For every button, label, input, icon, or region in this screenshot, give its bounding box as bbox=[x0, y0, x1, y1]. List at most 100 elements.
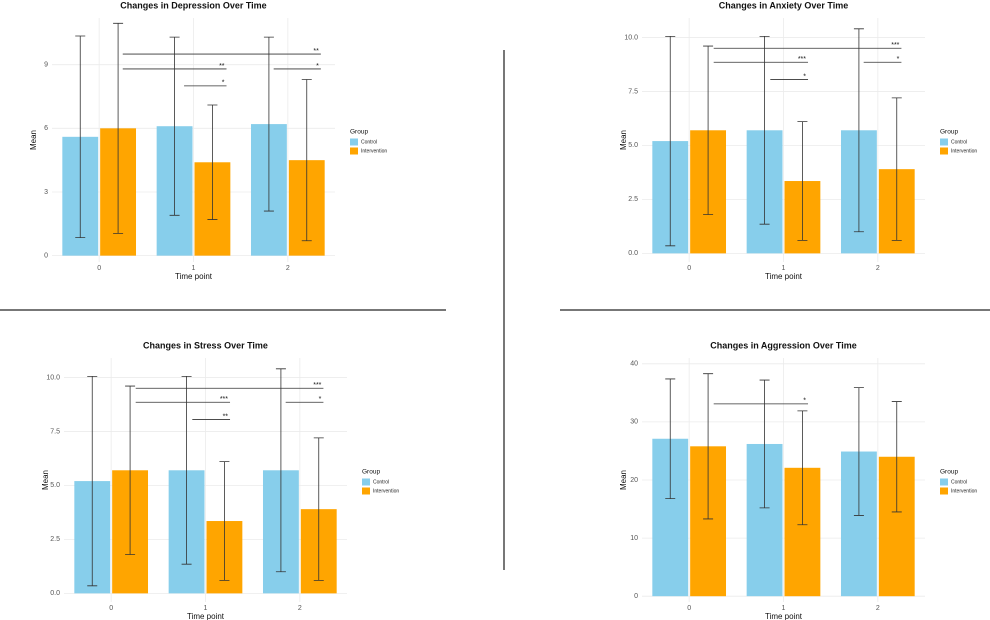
error-bar bbox=[113, 22, 124, 234]
y-tick-label: 9 bbox=[44, 62, 48, 69]
error-bar bbox=[207, 104, 218, 220]
legend-swatch bbox=[350, 147, 358, 155]
legend-swatch bbox=[940, 147, 948, 155]
error-bar bbox=[219, 461, 230, 581]
x-tick-label: 1 bbox=[782, 605, 786, 612]
y-tick-label: 5.0 bbox=[50, 482, 60, 489]
error-bar bbox=[301, 79, 312, 242]
x-axis-label: Time point bbox=[765, 272, 803, 281]
y-tick-label: 2.5 bbox=[50, 536, 60, 543]
legend-swatch bbox=[362, 487, 370, 495]
y-tick-label: 0.0 bbox=[50, 590, 60, 597]
x-tick-label: 0 bbox=[687, 265, 691, 272]
significance-label: * bbox=[803, 73, 806, 80]
y-tick-label: 7.5 bbox=[50, 428, 60, 435]
error-bar bbox=[275, 368, 286, 573]
legend-title: Group bbox=[350, 129, 368, 136]
x-tick-label: 2 bbox=[876, 265, 880, 272]
error-bar bbox=[759, 379, 770, 509]
legend-label: Intervention bbox=[373, 488, 399, 494]
legend-label: Intervention bbox=[361, 148, 387, 154]
legend-title: Group bbox=[940, 469, 958, 476]
y-tick-label: 7.5 bbox=[628, 88, 638, 95]
error-bar bbox=[87, 375, 98, 587]
y-axis-label: Mean bbox=[619, 470, 628, 490]
legend-label: Control bbox=[951, 139, 967, 145]
error-bar bbox=[665, 35, 676, 247]
y-tick-label: 0.0 bbox=[628, 250, 638, 257]
x-axis-label: Time point bbox=[765, 612, 803, 620]
chart-title: Changes in Stress Over Time bbox=[143, 340, 268, 350]
error-bar bbox=[797, 121, 808, 241]
y-tick-label: 5.0 bbox=[628, 142, 638, 149]
significance-label: *** bbox=[220, 396, 228, 403]
legend-label: Intervention bbox=[951, 488, 977, 494]
legend-title: Group bbox=[362, 469, 380, 476]
y-tick-label: 3 bbox=[44, 189, 48, 196]
error-bar bbox=[797, 410, 808, 526]
error-bar bbox=[75, 35, 86, 238]
significance-label: ** bbox=[223, 413, 229, 420]
y-tick-label: 10 bbox=[630, 535, 638, 542]
error-bar bbox=[181, 375, 192, 565]
error-bar bbox=[169, 36, 180, 216]
x-tick-label: 2 bbox=[286, 265, 290, 272]
error-bar bbox=[313, 437, 324, 581]
significance-label: * bbox=[803, 398, 806, 405]
x-tick-label: 0 bbox=[97, 265, 101, 272]
significance-label: * bbox=[319, 396, 322, 403]
error-bar bbox=[703, 373, 714, 520]
error-bar bbox=[891, 97, 902, 241]
error-bar bbox=[263, 36, 274, 212]
significance-label: *** bbox=[891, 42, 899, 49]
legend-swatch bbox=[350, 138, 358, 146]
error-bar bbox=[853, 387, 864, 516]
y-tick-label: 10.0 bbox=[624, 34, 638, 41]
y-tick-label: 0 bbox=[44, 252, 48, 259]
y-tick-label: 0 bbox=[634, 593, 638, 600]
x-tick-label: 1 bbox=[204, 605, 208, 612]
legend-label: Control bbox=[361, 139, 377, 145]
y-tick-label: 20 bbox=[630, 477, 638, 484]
x-tick-label: 0 bbox=[687, 605, 691, 612]
legend-label: Control bbox=[373, 479, 389, 485]
y-tick-label: 30 bbox=[630, 419, 638, 426]
significance-label: ** bbox=[219, 63, 225, 70]
significance-label: *** bbox=[798, 56, 806, 63]
error-bar bbox=[665, 378, 676, 499]
y-tick-label: 10.0 bbox=[46, 374, 60, 381]
legend-swatch bbox=[940, 478, 948, 486]
significance-label: * bbox=[316, 63, 319, 70]
x-axis-label: Time point bbox=[187, 612, 225, 620]
error-bar bbox=[703, 45, 714, 215]
legend-label: Control bbox=[951, 479, 967, 485]
legend-swatch bbox=[940, 138, 948, 146]
legend-swatch bbox=[362, 478, 370, 486]
chart-title: Changes in Depression Over Time bbox=[120, 0, 266, 10]
y-tick-label: 2.5 bbox=[628, 196, 638, 203]
y-axis-label: Mean bbox=[619, 130, 628, 150]
x-tick-label: 1 bbox=[782, 265, 786, 272]
error-bar bbox=[759, 35, 770, 225]
x-axis-label: Time point bbox=[175, 272, 213, 281]
chart-title: Changes in Aggression Over Time bbox=[710, 340, 857, 350]
legend-title: Group bbox=[940, 129, 958, 136]
significance-label: *** bbox=[313, 382, 321, 389]
error-bar bbox=[125, 385, 136, 555]
significance-label: * bbox=[897, 56, 900, 63]
error-bar bbox=[853, 28, 864, 233]
x-tick-label: 0 bbox=[109, 605, 113, 612]
y-axis-label: Mean bbox=[29, 130, 38, 150]
significance-label: ** bbox=[313, 48, 319, 55]
x-tick-label: 1 bbox=[192, 265, 196, 272]
x-tick-label: 2 bbox=[876, 605, 880, 612]
error-bar bbox=[891, 401, 902, 513]
y-tick-label: 6 bbox=[44, 125, 48, 132]
legend-swatch bbox=[940, 487, 948, 495]
y-axis-label: Mean bbox=[41, 470, 50, 490]
x-tick-label: 2 bbox=[298, 605, 302, 612]
significance-label: * bbox=[222, 80, 225, 87]
legend-label: Intervention bbox=[951, 148, 977, 154]
y-tick-label: 40 bbox=[630, 361, 638, 368]
